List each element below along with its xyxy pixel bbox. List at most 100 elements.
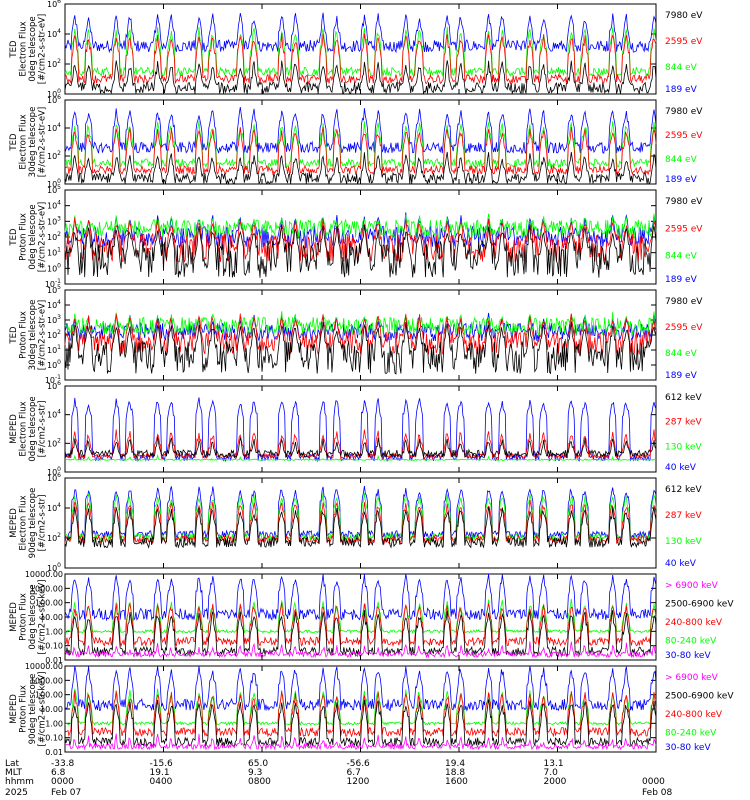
panel-2: 100 102 104 106 TEDElectron Flux30deg telesc… xyxy=(9,94,703,189)
series-2500-6900-kev xyxy=(64,699,657,748)
y-tick-label: 10000.00 xyxy=(25,662,63,671)
x-row-label: hhmm xyxy=(5,777,34,787)
y-tick-label: 100 xyxy=(47,88,61,99)
legend-entry: 287 keV xyxy=(665,511,702,521)
x-tick-label-mlt: 19.1 xyxy=(150,768,170,778)
y-axis-label-line: Electron Flux xyxy=(19,401,29,456)
y-tick-label: 102 xyxy=(47,329,61,340)
y-tick-label: 1000.00 xyxy=(30,676,63,685)
y-tick-label: 1.00 xyxy=(45,627,63,636)
y-tick-label: 0.10 xyxy=(45,642,63,651)
y-tick-label: 10-1 xyxy=(45,278,61,289)
y-tick-label: 10.00 xyxy=(40,613,63,622)
y-tick-label: 102 xyxy=(47,231,61,242)
y-axis-label: MEPEDProton Flux0deg telescope[#/cm2-s-s… xyxy=(9,580,48,655)
y-axis-label-line: MEPED xyxy=(9,694,19,724)
y-tick-label: 102 xyxy=(47,532,61,543)
y-axis-label-line: [#/cm2-s-str-eV] xyxy=(38,14,48,84)
legend-entry: 612 keV xyxy=(665,393,702,403)
legend-entry: 844 eV xyxy=(665,252,698,262)
y-axis-label-line: [#/cm2-s-str-keV] xyxy=(38,672,48,747)
series-844-ev xyxy=(64,213,657,239)
legend-entry: 844 eV xyxy=(665,349,698,359)
x-tick-label-mlt: 6.8 xyxy=(51,768,66,778)
y-axis-label-line: Electron Flux xyxy=(19,21,29,76)
y-axis-label-line: Proton Flux xyxy=(19,311,29,359)
legend-entry: 189 eV xyxy=(665,371,698,381)
y-tick-label: 0.10 xyxy=(45,734,63,743)
y-tick-label: 103 xyxy=(47,215,61,226)
legend-entry: 2500-6900 keV xyxy=(665,600,734,610)
y-tick-label: 105 xyxy=(47,284,61,295)
series-80-240-kev xyxy=(64,598,657,634)
legend-entry: 844 eV xyxy=(665,155,698,165)
series-7980-ev xyxy=(64,321,657,375)
y-tick-label: 103 xyxy=(47,314,61,325)
y-axis-label-line: Proton Flux xyxy=(19,213,29,261)
y-tick-label: 104 xyxy=(47,409,61,420)
y-tick-label: 104 xyxy=(47,122,61,133)
y-tick-label: 10000.00 xyxy=(25,570,63,579)
y-axis-label-line: [#/cm2-s-str-eV] xyxy=(38,300,48,370)
y-tick-label: 10.00 xyxy=(40,705,63,714)
y-axis-label: TEDElectron Flux30deg telescope[#/cm2-s-… xyxy=(9,107,48,178)
y-axis-label-line: MEPED xyxy=(9,414,19,444)
y-axis-label-line: MEPED xyxy=(9,602,19,632)
panel-5: 100 102 104 106 MEPEDElectron Flux0deg teles… xyxy=(9,380,702,477)
x-tick-label-hhmm: 0000 xyxy=(51,777,74,787)
y-axis-label-line: TED xyxy=(9,326,19,345)
series-2595-ev xyxy=(64,313,657,356)
x-tick-label-hhmm: 1200 xyxy=(347,777,370,787)
legend-entry: > 6900 keV xyxy=(665,673,719,683)
legend-entry: 130 keV xyxy=(665,442,702,452)
series-287-kev xyxy=(64,429,657,461)
y-axis-label-line: [#/cm2-s-str] xyxy=(38,495,48,552)
panel-3: 10-1 100 101 102 103 104 105 TEDProton Flux0deg… xyxy=(9,184,703,289)
y-axis-label-line: Electron Flux xyxy=(19,114,29,169)
x-tick-label-hhmm: 1600 xyxy=(445,777,468,787)
series-30-80-kev xyxy=(64,665,657,712)
legend-entry: 189 eV xyxy=(665,175,698,185)
x-tick-label-lat: 13.1 xyxy=(544,759,564,769)
x-tick-label-lat: -33.8 xyxy=(51,759,75,769)
series-844-ev xyxy=(64,311,657,336)
y-axis-label-line: MEPED xyxy=(9,508,19,538)
y-tick-label: 101 xyxy=(47,344,61,355)
y-tick-label: 0.01 xyxy=(45,748,63,757)
y-axis-label-line: [#/cm2-s-str-eV] xyxy=(38,107,48,177)
x-tick-label-hhmm: 0400 xyxy=(150,777,173,787)
y-tick-label: 101 xyxy=(47,247,61,258)
y-tick-label: 1.00 xyxy=(45,719,63,728)
legend-entry: 7980 eV xyxy=(665,107,703,117)
legend-entry: 7980 eV xyxy=(665,197,703,207)
y-tick-label: 10-1 xyxy=(45,374,61,385)
x-tick-label-hhmm: 0000 xyxy=(642,777,665,787)
y-tick-label: 104 xyxy=(47,28,61,39)
x-tick-label-hhmm: 0800 xyxy=(248,777,271,787)
y-tick-label: 106 xyxy=(47,0,61,9)
y-tick-label: 104 xyxy=(47,200,61,211)
legend-entry: 40 keV xyxy=(665,463,697,473)
y-tick-label: 100 xyxy=(47,178,61,189)
legend-entry: 2595 eV xyxy=(665,224,703,234)
y-tick-label: 105 xyxy=(47,184,61,195)
legend-entry: 40 keV xyxy=(665,559,697,569)
y-axis-label-line: TED xyxy=(9,228,19,247)
series-189-ev xyxy=(64,12,657,54)
x-row-label: 2025 xyxy=(5,788,28,798)
y-tick-label: 104 xyxy=(47,502,61,513)
legend-entry: 844 eV xyxy=(665,63,698,73)
y-axis-label: MEPEDElectron Flux90deg telescope[#/cm2-… xyxy=(9,488,48,559)
y-axis-label-line: 0deg telescope xyxy=(28,204,38,269)
x-tick-label-hhmm: 2000 xyxy=(544,777,567,787)
legend-entry: 80-240 keV xyxy=(665,729,717,739)
y-axis-label-line: 0deg telescope xyxy=(28,16,38,81)
series-2595-ev xyxy=(64,217,657,263)
y-tick-label: 100 xyxy=(47,262,61,273)
y-axis-label-line: TED xyxy=(9,40,19,59)
y-tick-label: 106 xyxy=(47,380,61,391)
y-axis-label: MEPEDElectron Flux0deg telescope[#/cm2-s… xyxy=(9,396,48,461)
x-tick-label-mlt: 18.8 xyxy=(445,768,465,778)
